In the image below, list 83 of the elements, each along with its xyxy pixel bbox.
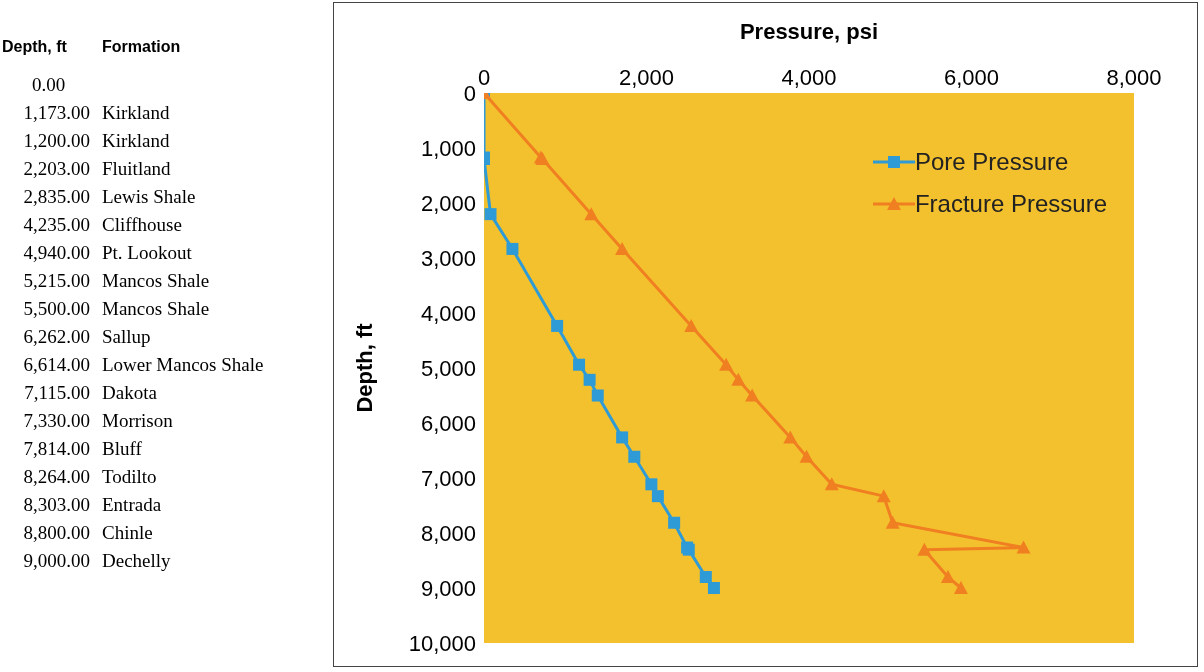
point [940, 570, 955, 583]
x-tick-label: 6,000 [943, 65, 1000, 90]
point [745, 388, 760, 402]
point [651, 490, 664, 503]
legend-label: Pore Pressure [914, 148, 1069, 176]
x-tick-label: 4,000 [781, 65, 837, 90]
text: Pt. Lookout [101, 242, 193, 264]
point [645, 478, 658, 491]
text: 6,614.00 [22, 354, 90, 376]
y-tick-label: 1,000 [420, 135, 476, 161]
point [1016, 540, 1031, 554]
point [783, 430, 798, 444]
point [731, 372, 746, 386]
text: 1,200.00 [22, 130, 90, 152]
text: 8,264.00 [22, 466, 90, 488]
text: Entrada [101, 494, 163, 516]
text: Morrison [101, 410, 174, 432]
y-tick-label: 5,000 [420, 355, 476, 381]
text: 8,800.00 [22, 522, 90, 544]
x-axis-title: Pressure, psi [739, 18, 879, 44]
point [707, 582, 720, 594]
y-tick-label: 9,000 [420, 575, 476, 601]
text: 5,500.00 [22, 298, 90, 320]
text: Cliffhouse [101, 214, 183, 236]
point [583, 373, 596, 386]
text: Formation [101, 38, 182, 56]
y-tick-label: 6,000 [420, 410, 476, 436]
point [876, 489, 891, 503]
legend-label: Fracture Pressure [914, 190, 1107, 218]
text: Bluff [101, 438, 143, 460]
text: 9,000.00 [22, 550, 90, 572]
text: Kirkland [101, 102, 171, 124]
point [551, 319, 564, 332]
point [799, 449, 814, 463]
text: Sallup [101, 326, 152, 348]
text: Lower Mancos Shale [101, 354, 265, 376]
text: Fluitland [101, 158, 172, 180]
y-tick-label: 4,000 [420, 300, 476, 326]
text: 1,173.00 [22, 102, 90, 124]
text: Chinle [101, 522, 154, 544]
text: 7,115.00 [23, 382, 90, 404]
text: 7,330.00 [22, 410, 90, 432]
point [824, 477, 839, 491]
point [628, 450, 641, 463]
point [616, 431, 629, 444]
text: 4,235.00 [22, 214, 90, 236]
text: 2,835.00 [22, 186, 90, 208]
point [699, 571, 712, 583]
point [484, 208, 497, 221]
y-tick-label: 10,000 [408, 630, 476, 656]
text: Lewis Shale [101, 186, 197, 208]
point [953, 581, 968, 594]
text: 4,940.00 [22, 242, 90, 264]
y-tick-label: 2,000 [420, 190, 476, 216]
point [719, 357, 734, 371]
point [591, 389, 604, 402]
point [885, 515, 900, 529]
text: Mancos Shale [101, 298, 211, 320]
x-tick-label: 8,000 [1106, 65, 1162, 90]
text: Todilto [101, 466, 158, 488]
text: 6,262.00 [22, 326, 90, 348]
text: 0.00 [31, 74, 67, 96]
point [917, 542, 932, 556]
text: 8,303.00 [22, 494, 90, 516]
point [506, 242, 519, 255]
text: Dakota [101, 382, 158, 404]
point [684, 318, 699, 332]
y-tick-label: 8,000 [420, 520, 476, 546]
text: 2,203.00 [22, 158, 90, 180]
text: Depth, ft [1, 38, 68, 56]
point [584, 207, 599, 221]
text: Dechelly [101, 550, 172, 572]
point [573, 358, 586, 371]
text: Kirkland [101, 130, 171, 152]
y-tick-label: 3,000 [420, 245, 476, 271]
text: 7,814.00 [22, 438, 90, 460]
text: 5,215.00 [22, 270, 90, 292]
text: Mancos Shale [101, 270, 211, 292]
y-axis-title: Depth, ft [351, 322, 377, 413]
y-tick-label: 7,000 [420, 465, 476, 491]
x-tick-label: 2,000 [618, 65, 675, 90]
point [615, 241, 630, 255]
point [668, 516, 681, 529]
